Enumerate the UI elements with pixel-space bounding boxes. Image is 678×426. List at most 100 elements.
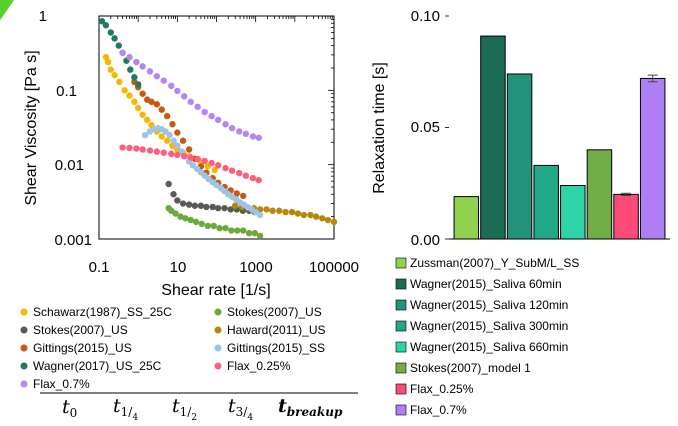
data-point-series-6 [107, 29, 114, 36]
y-tick-0.01: 0.01 [55, 157, 84, 174]
legend-swatch-wagner60 [395, 278, 407, 290]
data-point-series-8 [249, 133, 257, 140]
data-point-series-4 [139, 90, 146, 97]
data-point-series-7 [139, 146, 146, 153]
legend-swatch-stokes-model [395, 362, 407, 374]
data-point-series-7 [146, 147, 154, 154]
data-point-series-4 [148, 98, 155, 106]
data-point-series-7 [236, 169, 243, 177]
data-point-series-7 [119, 144, 126, 151]
data-point-series-8 [168, 82, 175, 90]
data-point-series-3 [324, 216, 332, 224]
x-tick-100000: 100000 [309, 259, 359, 276]
legend-marker-wagner2017 [20, 362, 28, 370]
data-point-series-4 [163, 112, 171, 120]
data-point-series-3 [231, 202, 239, 209]
time-labels-row: t0 t1/4 t1/2 t3/4 tbreakup [40, 392, 358, 423]
legend-marker-stokes-green [214, 308, 222, 316]
legend-marker-flax07 [20, 380, 28, 388]
data-point-series-8 [194, 103, 201, 111]
legend-swatch-flax07 [395, 404, 407, 416]
data-point-series-4 [169, 121, 176, 128]
data-point-series-2 [209, 203, 216, 211]
data-point-series-8 [187, 98, 194, 106]
data-point-series-3 [307, 211, 314, 219]
legend-label-flax07-bar: Flax_0.7% [410, 403, 467, 417]
data-point-series-1 [234, 227, 241, 234]
data-point-series-3 [330, 218, 338, 226]
legend-swatch-wagner120 [395, 299, 407, 311]
r-y-tick-0.10: 0.10 [411, 8, 440, 25]
data-point-series-5 [166, 131, 173, 139]
data-point-series-1 [198, 220, 205, 228]
legend-label-schawarz: Schawarz(1987)_SS_25C [33, 305, 172, 319]
data-point-series-7 [187, 154, 194, 161]
data-point-series-6 [98, 18, 106, 25]
legend-label-flax07: Flax_0.7% [33, 377, 90, 391]
legend-marker-schawarz [20, 308, 28, 316]
data-point-series-2 [179, 200, 187, 207]
data-point-series-2 [227, 206, 234, 213]
data-point-series-2 [185, 201, 193, 208]
legend-label-gittings-us: Gittings(2015)_US [33, 341, 132, 355]
viscosity-data-points [98, 18, 338, 240]
data-point-series-1 [228, 227, 235, 234]
data-point-series-3 [288, 208, 296, 216]
r-y-axis-label: Relaxation time [s] [371, 62, 388, 194]
data-point-series-7 [249, 174, 257, 182]
data-point-series-0 [126, 92, 133, 99]
x-axis-label: Shear rate [1/s] [161, 282, 270, 299]
legend-swatch-zussman [395, 257, 407, 269]
data-point-series-0 [169, 142, 176, 149]
x-tick-0.1: 0.1 [89, 259, 110, 276]
error-bar-7 [647, 74, 658, 83]
data-point-series-2 [174, 197, 181, 204]
data-point-series-4 [174, 129, 181, 136]
data-point-series-5 [141, 131, 149, 139]
data-point-series-5 [213, 181, 220, 189]
data-point-series-3 [263, 206, 270, 213]
data-point-series-3 [312, 213, 320, 220]
legend-swatch-flax025 [395, 383, 407, 395]
data-point-series-5 [170, 137, 177, 144]
data-point-series-8 [236, 128, 243, 135]
data-point-series-2 [197, 202, 205, 209]
data-point-series-4 [153, 101, 161, 108]
data-point-series-7 [133, 145, 140, 152]
bar-0 [453, 196, 480, 240]
data-point-series-4 [239, 192, 247, 200]
legend-label-wagner2017: Wagner(2017)_US_25C [33, 359, 162, 373]
data-point-series-2 [191, 202, 199, 209]
y-tick-0.001: 0.001 [54, 232, 92, 249]
data-point-series-5 [256, 211, 264, 219]
legend-label-stokes-green: Stokes(2007)_US [227, 305, 322, 319]
data-point-series-0 [131, 98, 138, 106]
data-point-series-5 [174, 142, 181, 149]
bar-3 [533, 164, 559, 240]
data-point-series-0 [134, 104, 142, 112]
legend-label-zussman: Zussman(2007)_Y_SubM/L_SS [410, 256, 579, 270]
data-point-series-7 [208, 159, 215, 167]
data-point-series-6 [127, 66, 134, 73]
data-point-series-8 [139, 63, 146, 70]
data-point-series-1 [187, 216, 194, 224]
viscosity-legend: Schawarz(1987)_SS_25C Stokes(2007)_US St… [20, 305, 326, 391]
data-point-series-0 [116, 78, 123, 86]
bar-7 [639, 77, 666, 240]
data-point-series-4 [179, 137, 187, 144]
data-point-series-1 [172, 210, 179, 217]
data-point-series-0 [163, 137, 171, 144]
data-point-series-4 [158, 106, 165, 113]
data-point-series-8 [133, 58, 140, 66]
data-point-series-1 [192, 218, 200, 226]
data-point-series-0 [121, 87, 128, 94]
legend-marker-haward [214, 326, 222, 334]
error-bar-6 [621, 192, 632, 197]
data-point-series-7 [228, 167, 236, 174]
data-point-series-8 [228, 124, 236, 132]
viscosity-chart: 1 0.1 0.01 0.001 0.1 10 1000 100000 Shea… [23, 8, 359, 299]
data-point-series-6 [131, 74, 138, 81]
data-point-series-6 [102, 22, 110, 29]
data-point-series-0 [102, 53, 110, 61]
y-tick-1: 1 [39, 8, 47, 25]
